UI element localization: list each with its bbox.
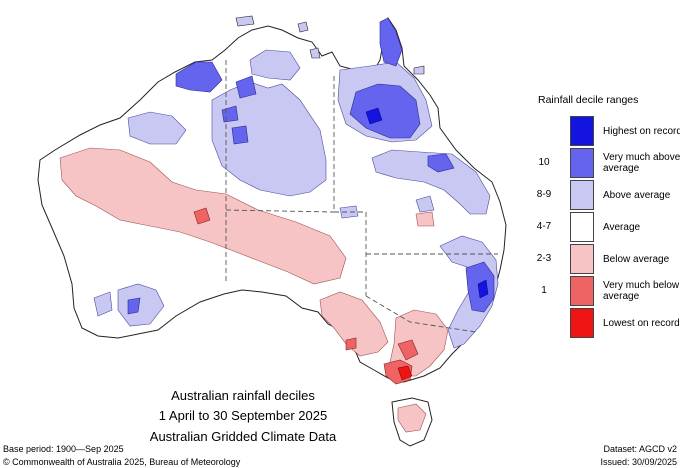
legend-swatch-very-much-below (570, 276, 594, 306)
legend-row-lowest: Lowest on record (528, 308, 680, 338)
legend-row-average: 4-7 Average (528, 212, 680, 242)
legend-row-very-much-below: 1 Very much below average (528, 276, 680, 306)
map-title-line-1: Australian rainfall deciles (171, 388, 315, 403)
legend-decile (528, 116, 560, 146)
lowest-on-record-areas (397, 365, 413, 381)
legend-decile: 10 (538, 157, 550, 168)
legend-swatch-above (570, 180, 594, 210)
legend-title: Rainfall decile ranges (538, 94, 639, 106)
legend-label: Average (603, 221, 641, 233)
legend-swatch-below (570, 244, 594, 274)
legend-label: Very much above average (603, 152, 680, 174)
state-borders (225, 60, 498, 333)
legend-label: Highest on record (603, 125, 680, 137)
legend-decile (528, 308, 560, 338)
legend-label: Above average (603, 189, 671, 201)
legend-label: Very much below average (603, 280, 680, 302)
legend-swatch-highest (570, 116, 594, 146)
legend-label: Below average (603, 253, 670, 265)
legend-decile: 1 (541, 285, 547, 296)
legend-swatch-lowest (570, 308, 594, 338)
legend-decile: 8-9 (536, 189, 552, 200)
legend-label: Lowest on record (603, 317, 680, 329)
map-title-line-3: Australian Gridded Climate Data (149, 429, 337, 444)
legend-row-very-much-above: 10 Very much above average (528, 148, 680, 178)
very-much-above-average-areas (127, 17, 495, 315)
map-title-line-2: 1 April to 30 September 2025 (158, 408, 328, 423)
legend-row-below: 2-3 Below average (528, 244, 680, 274)
legend-swatch-very-much-above (570, 148, 594, 178)
legend-decile: 4-7 (536, 221, 552, 232)
issued-date: Issued: 30/09/2025 (600, 457, 677, 467)
highest-on-record-areas (365, 107, 489, 299)
legend-swatch-average (570, 212, 594, 242)
legend-row-above: 8-9 Above average (528, 180, 680, 210)
copyright: © Commonwealth of Australia 2025, Bureau… (3, 457, 241, 467)
legend-decile: 2-3 (536, 253, 552, 264)
base-period: Base period: 1900—Sep 2025 (3, 444, 124, 454)
legend-row-highest: Highest on record (528, 116, 680, 146)
dataset-label: Dataset: AGCD v2 (603, 444, 677, 454)
islands (235, 15, 425, 75)
